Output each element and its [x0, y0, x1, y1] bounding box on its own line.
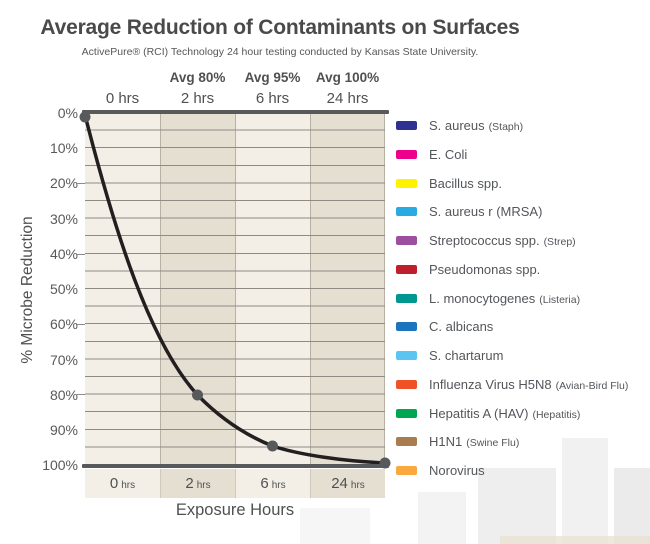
legend-item: Hepatitis A (HAV) (Hepatitis)	[396, 406, 648, 421]
plot-area	[79, 111, 391, 469]
legend-swatch	[396, 437, 417, 447]
x-tick-unit: hrs	[121, 479, 136, 491]
legend-item: H1N1 (Swine Flu)	[396, 434, 648, 449]
avg-header: Avg 100%	[315, 70, 380, 85]
watermark-shape	[418, 492, 466, 544]
legend-swatch	[396, 408, 417, 418]
y-tick-mark	[77, 394, 85, 395]
legend-swatch	[396, 178, 417, 188]
data-point-2hrs	[192, 389, 203, 401]
x-tick-6hrs: 6 hrs	[235, 469, 310, 498]
y-tick-label: 10%	[49, 140, 78, 156]
hour-header: 0 hrs	[105, 90, 140, 107]
legend-swatch	[396, 236, 417, 245]
y-tick-label: 40%	[49, 246, 78, 262]
hour-header: 2 hrs	[180, 90, 215, 107]
x-tick-value: 2	[185, 475, 194, 492]
x-tick-unit: hrs	[196, 479, 211, 491]
avg-header	[85, 70, 160, 88]
x-tick-24hrs: 24 hrs	[310, 469, 385, 498]
data-point-6hrs	[267, 440, 278, 452]
y-tick-label: 70%	[49, 352, 78, 368]
legend-label: Streptococcus spp. (Strep)	[429, 233, 576, 248]
legend-item: Norovirus	[396, 463, 648, 478]
legend-label: H1N1 (Swine Flu)	[429, 434, 520, 450]
legend-item: Pseudomonas spp.	[396, 262, 648, 277]
y-tick-label: 90%	[49, 422, 78, 438]
chart-title: Average Reduction of Contaminants on Sur…	[40, 16, 520, 39]
y-tick-mark	[77, 324, 85, 325]
legend-swatch	[396, 121, 417, 130]
y-tick-mark	[77, 254, 85, 255]
y-tick-mark	[77, 183, 85, 184]
legend-item: S. chartarum	[396, 348, 648, 363]
hour-header: 6 hrs	[255, 90, 290, 107]
legend-label: E. Coli	[429, 146, 468, 162]
legend-swatch	[396, 264, 417, 274]
legend-label: L. monocytogenes (Listeria)	[429, 290, 581, 306]
top-axis-line	[82, 110, 389, 114]
legend-swatch	[396, 149, 417, 159]
x-tick-band: 0 hrs 2 hrs 6 hrs 24 hrs	[85, 469, 385, 498]
x-tick-unit: hrs	[350, 479, 365, 491]
x-tick-2hrs: 2 hrs	[160, 469, 235, 498]
legend-item: Influenza Virus H5N8 (Avian-Bird Flu)	[396, 377, 648, 392]
y-tick-label: 60%	[49, 316, 78, 332]
y-axis-title: % Microbe Reduction	[19, 216, 36, 364]
legend-swatch	[396, 322, 417, 332]
legend-label: Influenza Virus H5N8 (Avian-Bird Flu)	[429, 376, 629, 392]
hour-header: 24 hrs	[326, 90, 369, 107]
column-avg-headers: Avg 80% Avg 95% Avg 100%	[85, 70, 385, 88]
column-hour-headers: 0 hrs 2 hrs 6 hrs 24 hrs	[85, 90, 385, 107]
legend-label: S. aureus (Staph)	[429, 118, 524, 133]
x-tick-value: 6	[260, 475, 269, 492]
legend-label: Pseudomonas spp.	[429, 261, 541, 277]
legend-swatch	[396, 293, 417, 303]
legend-item: Streptococcus spp. (Strep)	[396, 233, 648, 248]
watermark-shape	[478, 468, 556, 544]
curve-path	[83, 113, 387, 465]
watermark-shape	[614, 468, 650, 544]
legend-swatch	[396, 207, 417, 217]
y-tick-label: 0%	[57, 105, 78, 121]
legend-label: Bacillus spp.	[429, 175, 502, 191]
legend-label: S. aureus r (MRSA)	[429, 204, 543, 220]
x-tick-value: 0	[109, 475, 119, 492]
legend-label: Hepatitis A (HAV) (Hepatitis)	[429, 405, 581, 421]
data-point-0hrs	[79, 111, 91, 123]
legend-item: S. aureus (Staph)	[396, 118, 648, 133]
legend-item: Bacillus spp.	[396, 176, 648, 191]
legend-item: C. albicans	[396, 319, 648, 334]
gridlines	[85, 113, 385, 465]
y-tick-label: 30%	[49, 211, 78, 227]
bottom-axis-line	[82, 464, 389, 468]
y-tick-label: 80%	[49, 387, 78, 403]
legend: S. aureus (Staph) E. Coli Bacillus spp. S…	[396, 118, 648, 478]
y-tick-label: 100%	[42, 457, 78, 473]
x-axis-title: Exposure Hours	[175, 501, 295, 519]
chart-subtitle: ActivePure® (RCI) Technology 24 hour tes…	[81, 46, 479, 58]
x-tick-value: 24	[331, 475, 348, 492]
watermark-shape	[500, 536, 650, 544]
legend-label: S. chartarum	[429, 348, 504, 363]
legend-item: S. aureus r (MRSA)	[396, 204, 648, 219]
legend-item: E. Coli	[396, 147, 648, 162]
x-tick-unit: hrs	[271, 479, 286, 491]
watermark-shape	[562, 438, 608, 544]
legend-swatch	[396, 351, 417, 360]
legend-label: Norovirus	[429, 463, 485, 478]
legend-item: L. monocytogenes (Listeria)	[396, 291, 648, 306]
x-tick-0hrs: 0 hrs	[85, 469, 160, 498]
legend-label: C. albicans	[429, 319, 494, 335]
avg-header: Avg 80%	[169, 70, 226, 85]
reduction-curve	[79, 111, 391, 469]
watermark-shape	[300, 508, 370, 544]
legend-swatch	[396, 466, 417, 475]
legend-swatch	[396, 379, 417, 389]
y-tick-label: 20%	[49, 175, 78, 191]
avg-header: Avg 95%	[244, 70, 301, 85]
y-tick-label: 50%	[49, 281, 78, 297]
